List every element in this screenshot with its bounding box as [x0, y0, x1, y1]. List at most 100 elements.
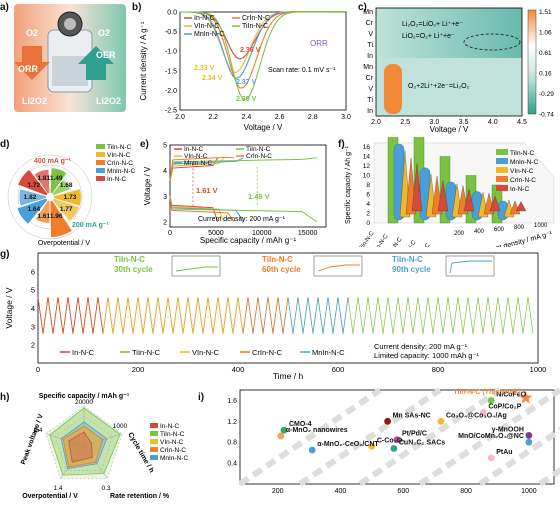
point-label-ptau: PtAu: [496, 449, 512, 456]
wedge-200-tiin-n-c: [52, 179, 71, 196]
rate-tick-f: 800: [514, 225, 525, 231]
legend-label-g-crin-n-c: CrIn-N-C: [252, 348, 283, 357]
y-tick-b: -2.5: [165, 108, 177, 115]
panel-g: g) 0 200 400 600 800 1000 2 3 4 5 6 Time / h Volta…: [0, 249, 560, 381]
z-tick-f: 6: [366, 192, 370, 199]
y-tick-b: -1.5: [165, 68, 177, 75]
value-label-d: 1.64: [27, 206, 40, 213]
colorbar-tick: 1.51: [539, 9, 552, 16]
category-label-f-in-n-c: In-N-C: [417, 242, 432, 247]
y-tick-c: V: [368, 86, 373, 93]
legend-label-e-crin-n-c: CrIn-N-C: [246, 153, 272, 160]
legend-swatch-h-vin-n-c: [150, 439, 158, 444]
radar-ring: [55, 415, 113, 471]
x-tick-i: 600: [397, 488, 409, 495]
cv-curve-tiin-n-c: [180, 11, 346, 101]
oer-label: OER: [96, 50, 116, 60]
colorbar-tick: 0.61: [539, 50, 552, 57]
legend-swatch-f-vin-n-c: [496, 167, 508, 173]
wedge-200-in-n-c: [33, 169, 51, 195]
point-c-co-o: [368, 443, 376, 450]
point-label-co-o-co-o-ag: Co₃O₄@Co₃O₄/Ag: [446, 412, 507, 419]
cell-illustration: O2 O2 ORR OER Li2O2 Li2O2: [14, 4, 126, 112]
legend-label-h-mnin-n-c: MnIn-N-C: [160, 455, 188, 462]
y-tick-c: In: [367, 53, 373, 60]
z-tick-f: 12: [363, 163, 371, 170]
chart-b: 2.0 2.2 2.4 2.6 2.8 3.0 0.0 -0.5 -1.0 -1.5 -2.0 -2.…: [139, 10, 351, 133]
legend-swatch-h-tiin-n-c: [150, 431, 158, 436]
legend-swatch-h-in-n-c: [150, 423, 158, 428]
radar-series-vin-n-c: [64, 427, 100, 466]
wedge-200-vin-n-c: [52, 197, 80, 222]
point-label-mn-sas-nc: Mn SAs-NC: [393, 412, 431, 419]
x-tick-b: 2.8: [308, 114, 318, 121]
panel-h: h) Specific capacity / mAh g⁻¹ Cycle time…: [0, 384, 200, 506]
chart-d: 1.491.68 1.73 1.771.961.611.64 1.82 1.721.81…: [7, 144, 135, 247]
point-label-mno-nanowires: α-MnO₂ nanowires: [286, 427, 348, 434]
point-cmo-4: [280, 426, 288, 434]
point-pt-pd-c: [393, 436, 401, 444]
current-density-note-e: Current density: 200 mA g⁻¹: [198, 216, 286, 223]
panel-label-a: a): [0, 2, 9, 13]
x-tick-g: 200: [132, 365, 145, 374]
point-label-pt-pd-c: Pt/Pd/C: [402, 431, 427, 438]
peak-label-ti: 2.39 V: [236, 96, 257, 103]
x-tick-g: 400: [232, 365, 245, 374]
peak-label-cr: 2.37 V: [236, 79, 257, 86]
panel-f: f) 0246810121416TiIn-N-CMnIn-N-CVIn-N-CC…: [334, 70, 560, 263]
inset-30-curve: [175, 266, 218, 272]
legend-swatch-d-mnin-n-c: [96, 168, 105, 173]
value-label-d: 1.73: [64, 194, 77, 201]
point-label-mnooh: γ-MnOOH: [492, 426, 524, 433]
diagonal-band: [418, 387, 560, 487]
x-tick-i: 400: [335, 488, 347, 495]
panel-label-i: i): [198, 392, 205, 403]
legend-swatch-d-tiin-n-c: [96, 144, 105, 149]
radar-axis-tick: 1.4: [53, 485, 62, 492]
y-tick-c: In: [367, 108, 373, 115]
x-tick-c: 2.5: [400, 119, 410, 126]
x-tick-b: 3.0: [341, 114, 351, 121]
panel-label-e: e): [140, 139, 149, 150]
x-tick-e: 10000: [252, 230, 272, 237]
legend-label-e-tiin-n-c: TiIn-N-C: [246, 146, 271, 153]
radar-axis-label: Peak voltage / V: [20, 413, 45, 466]
y-tick-g: 2: [31, 341, 35, 350]
category-label-f-tiin-n-c: TiIn-N-C: [358, 230, 376, 247]
value-label-d: 1.81: [37, 175, 50, 182]
x-tick-c: 3.5: [459, 119, 469, 126]
z-tick-f: 0: [366, 220, 370, 227]
point-label-cmo-4: CMO-4: [289, 421, 312, 428]
point-label-mno-comn-o-nc: MnO/CoMn₂O₄@NC: [458, 433, 524, 440]
inset-90-curve: [449, 260, 492, 274]
legend-label-d-crin-n-c: CrIn-N-C: [107, 160, 133, 167]
inset-title-60: TiIn-N-C: [262, 255, 293, 264]
panel-label-h: h): [0, 392, 10, 403]
chart-c: Mn Cr V Ti In Mn Cr V Ti In 2.0 2.5 3.0 3.5 4.0 4.5 Vol…: [363, 7, 554, 134]
peak-label-v: 2.33 V: [194, 65, 215, 72]
y-tick-c: Ti: [367, 42, 373, 49]
panel-i: i) 200 400 600 800 1000 0.4 0.8 1.2 1.6 NiCoFeO Co…: [198, 384, 560, 506]
star-marker-this-work: [519, 390, 533, 404]
y-axis-label-e: Voltage / V: [143, 166, 152, 205]
radar-ring: [74, 435, 94, 455]
x-tick-e: 5000: [208, 230, 224, 237]
heatmap-orr-hotspot: [384, 64, 402, 114]
bar-in-n-c-1000: [515, 201, 527, 212]
point-label-c-co-o: C-Co₃O₄: [377, 437, 406, 444]
legend-label-f-in-n-c: In-N-C: [510, 186, 529, 193]
point-ptau: [487, 454, 495, 462]
radar-series-in-n-c: [68, 431, 93, 463]
x-tick-g: 0: [36, 365, 40, 374]
x-tick-c: 4.5: [517, 119, 527, 126]
inset-60-curve: [317, 264, 360, 272]
chart-f: 0246810121416TiIn-N-CMnIn-N-CVIn-N-CCrIn…: [345, 70, 555, 263]
panel-e: e) 0 5000 10000 15000 2 3 4 5 Specific capacity…: [140, 137, 332, 247]
panel-c: c) Mn Cr V Ti In Mn Cr V Ti In 2.0 2.5 3.0 3.5 4.0 4.5 …: [356, 0, 560, 135]
y-tick-b: -0.5: [165, 29, 177, 36]
legend-swatch-h-crin-n-c: [150, 447, 158, 452]
gap-label-in: 1.61 V: [196, 186, 218, 195]
x-tick-b: 2.2: [208, 114, 218, 121]
orr-label: ORR: [18, 64, 39, 74]
x-axis-label-c: Voltage / V: [430, 125, 469, 134]
